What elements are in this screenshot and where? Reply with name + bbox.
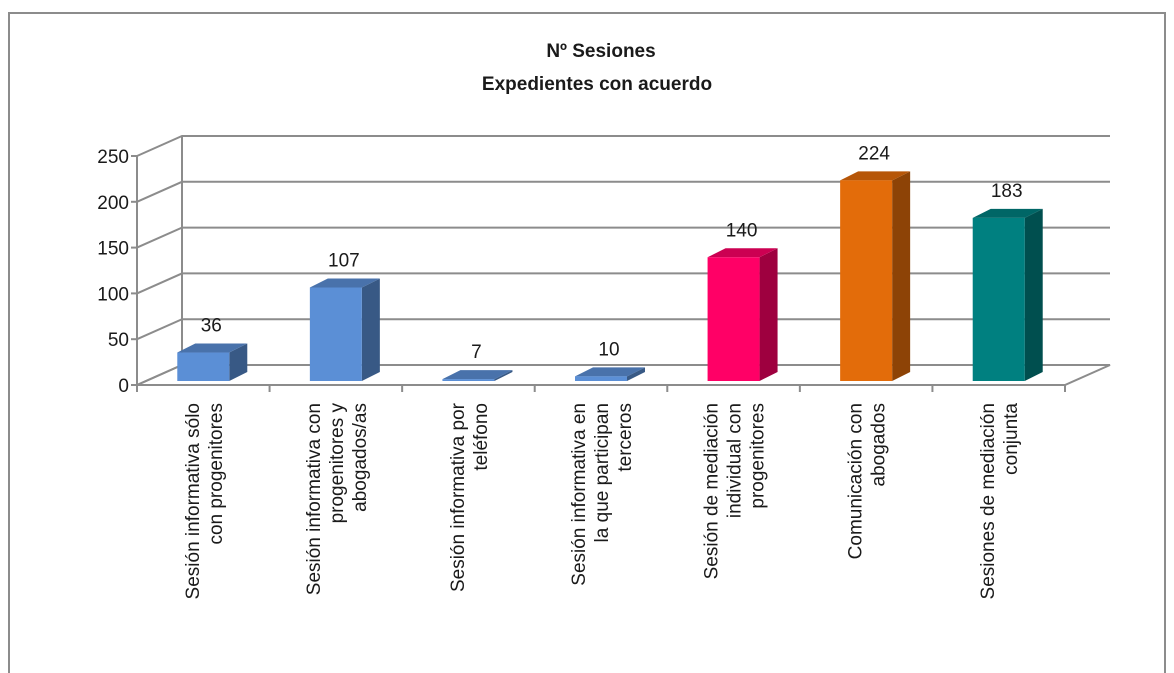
bar-front [442,379,495,381]
bar-3 [442,370,513,381]
bar-front [707,257,760,381]
data-label: 224 [858,143,890,164]
category-label: Sesión informativa con progenitores y abog… [304,403,371,596]
bar-top [840,171,911,181]
bar-top [707,248,778,258]
category-label-line: progenitores [748,403,769,509]
category-label-line: Sesiones de mediación [978,403,999,599]
category-label-line: teléfono [471,403,492,471]
bar-top [972,208,1043,218]
y-tick-label: 200 [97,193,129,214]
category-label: Sesión informativa sólo con progenitores [183,403,227,599]
category-label: Comunicación con abogados [846,403,890,559]
gridline [136,272,1110,295]
data-label: 140 [726,220,758,241]
gridline [136,135,1110,157]
category-label-line: con progenitores [206,403,227,545]
data-label: 10 [598,339,619,360]
bar-4 [575,367,645,381]
category-label-line: progenitores y [327,403,348,524]
y-tick-label: 250 [97,147,129,168]
bar-side [494,370,513,381]
data-label: 7 [471,342,482,363]
bar-top [575,367,645,377]
bar-side [229,343,248,381]
category-label-line: Sesión informativa sólo [183,403,204,599]
data-label: 107 [328,250,360,271]
category-label-line: terceros [615,403,636,472]
bar-side [759,248,778,381]
bar-front [177,352,230,381]
bar-side [1024,208,1043,381]
category-label-line: Sesión informativa con [304,403,325,595]
y-tick-label: 50 [108,330,129,351]
category-label-line: individual con [725,403,746,518]
gridline [136,180,1110,203]
bar-front [575,376,627,381]
category-label-line: abogados/as [350,403,371,512]
bar-front [309,287,362,381]
y-tick-label: 0 [118,376,129,397]
y-tick-label: 100 [97,284,129,305]
category-label: Sesión informativa en la que participan te… [569,403,636,586]
bar-side [361,278,380,381]
bar-2 [309,278,380,381]
chart-subtitle: Expedientes con acuerdo [482,74,712,95]
bar-top [177,343,248,353]
bar-1 [177,343,248,381]
bar-front [840,180,893,381]
category-label-line: Sesión informativa por [448,402,469,592]
bar-top [442,370,513,380]
data-label: 183 [991,181,1023,202]
bar-front [972,217,1025,381]
category-label-line: Sesión de mediación [702,403,723,579]
data-label: 36 [201,316,222,337]
bar-7 [972,208,1043,381]
bar-side [892,171,911,381]
chart-title: Nº Sesiones [546,41,655,62]
y-tick-label: 150 [97,239,129,260]
category-label-line: la que participan [592,403,613,542]
category-label-line: Sesión informativa en [569,403,590,586]
category-label: Sesión de mediación individual con progeni… [702,403,769,579]
category-label-line: conjunta [1001,403,1022,475]
category-label-line: Comunicación con [846,403,867,559]
category-label-line: abogados [869,403,890,486]
category-label: Sesiones de mediación conjunta [978,403,1022,600]
bar-5 [707,248,778,381]
bar-side [627,367,645,381]
gridline [136,318,1110,341]
gridline [136,226,1110,249]
bar-top [309,278,380,288]
category-label: Sesión informativa por teléfono [448,402,492,592]
bar-6 [840,171,911,381]
